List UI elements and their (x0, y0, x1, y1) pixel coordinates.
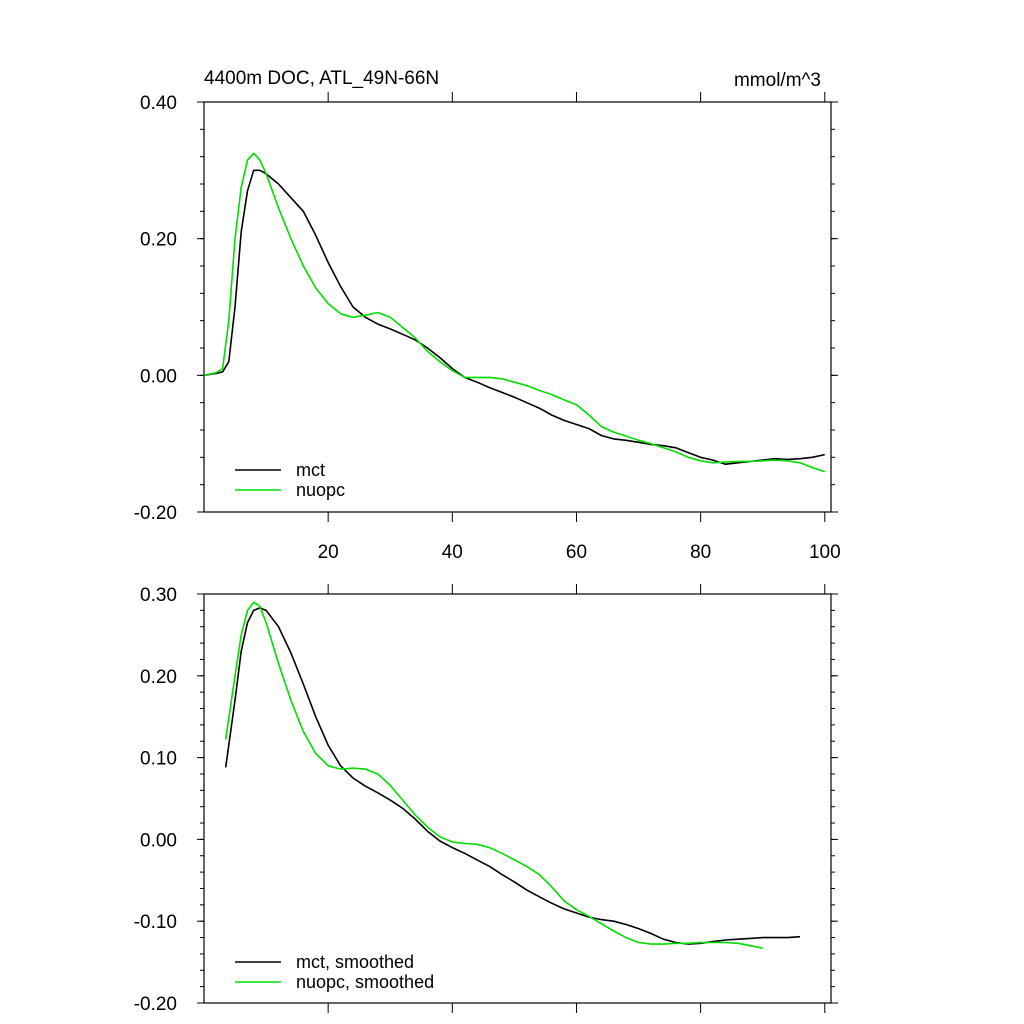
y-tick-label: 0.20 (140, 667, 177, 688)
y-tick-label: -0.20 (134, 503, 177, 524)
series-line-mct (203, 169, 825, 465)
legend-label-mct: mct (296, 460, 325, 480)
y-tick-label: 0.00 (140, 830, 177, 851)
x-tick-label: 80 (690, 542, 711, 563)
series-line-nuopc-smoothed (224, 601, 763, 949)
top-panel-legend: mct nuopc (235, 460, 345, 500)
y-tick-label: -0.10 (134, 912, 177, 933)
y-tick-label: -0.20 (134, 994, 177, 1015)
y-tick-label: 0.30 (140, 585, 177, 606)
bottom-panel: -0.20 -0.10 0.00 0.10 0.20 0.30 mct, smoothed… (134, 584, 838, 1015)
series-line-mct-smoothed (224, 607, 801, 945)
bottom-panel-legend: mct, smoothed nuopc, smoothed (235, 952, 434, 992)
y-tick-label: 0.20 (140, 230, 177, 251)
x-tick-label: 20 (318, 542, 339, 563)
bottom-plot-frame (203, 593, 832, 1004)
x-tick-label: 60 (566, 542, 587, 563)
legend-label-nuopc: nuopc (296, 480, 345, 500)
series-line-nuopc (203, 152, 826, 473)
top-panel-lines (203, 152, 826, 473)
x-tick-label: 40 (442, 542, 463, 563)
top-plot-frame (203, 101, 832, 513)
top-panel-units: mmol/m^3 (734, 70, 821, 91)
legend-label-mct-smoothed: mct, smoothed (296, 952, 414, 972)
legend-label-nuopc-smoothed: nuopc, smoothed (296, 972, 434, 992)
top-panel: 4400m DOC, ATL_49N-66N mmol/m^3 -0.20 0.0… (134, 68, 841, 563)
bottom-panel-lines (224, 601, 801, 949)
y-tick-label: 0.40 (140, 93, 177, 114)
bottom-panel-ticks: -0.20 -0.10 0.00 0.10 0.20 0.30 (134, 584, 838, 1015)
top-panel-title: 4400m DOC, ATL_49N-66N (204, 68, 439, 89)
x-tick-label: 100 (809, 542, 841, 563)
y-tick-label: 0.10 (140, 749, 177, 770)
top-panel-ticks: -0.20 0.00 0.20 0.40 20 40 60 80 100 (134, 92, 841, 563)
y-tick-label: 0.00 (140, 366, 177, 387)
